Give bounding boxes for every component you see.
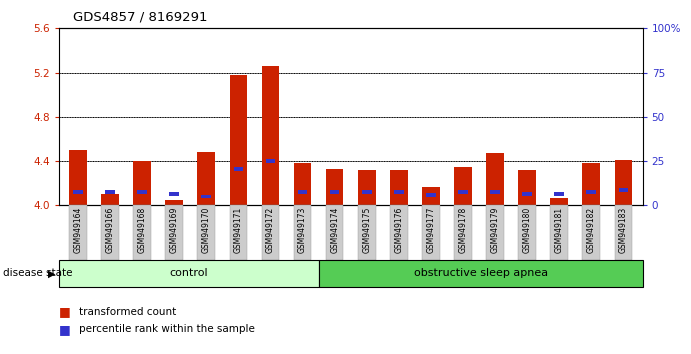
Bar xyxy=(522,192,532,196)
Text: transformed count: transformed count xyxy=(79,307,177,316)
Bar xyxy=(587,190,596,194)
Bar xyxy=(262,205,279,260)
Bar xyxy=(330,190,339,194)
Bar xyxy=(69,150,87,205)
Bar xyxy=(133,205,151,260)
Bar xyxy=(202,195,211,198)
Bar xyxy=(422,205,439,260)
Bar xyxy=(265,159,275,163)
Text: ■: ■ xyxy=(59,323,70,336)
Bar xyxy=(234,167,243,171)
Bar xyxy=(518,170,536,205)
Bar xyxy=(138,190,147,194)
Bar xyxy=(554,192,564,196)
Bar xyxy=(169,192,179,196)
Bar xyxy=(614,205,632,260)
Bar xyxy=(458,190,468,194)
Bar xyxy=(362,190,372,194)
Bar xyxy=(198,152,215,205)
Bar xyxy=(105,190,115,194)
Text: GSM949175: GSM949175 xyxy=(362,207,371,253)
Bar xyxy=(229,205,247,260)
Bar xyxy=(583,205,600,260)
Text: GSM949172: GSM949172 xyxy=(266,207,275,253)
Bar xyxy=(358,205,375,260)
Text: GSM949176: GSM949176 xyxy=(395,207,404,253)
Bar xyxy=(454,205,472,260)
Bar xyxy=(229,75,247,205)
Text: GSM949180: GSM949180 xyxy=(522,207,531,253)
Bar xyxy=(426,193,436,197)
Bar xyxy=(294,205,312,260)
Text: GSM949177: GSM949177 xyxy=(426,207,435,253)
Bar xyxy=(618,188,628,192)
Bar xyxy=(422,187,439,205)
Bar xyxy=(102,205,119,260)
Bar xyxy=(69,205,87,260)
Bar xyxy=(326,205,343,260)
Text: control: control xyxy=(169,268,208,279)
Bar xyxy=(583,163,600,205)
Text: ■: ■ xyxy=(59,305,70,318)
Bar xyxy=(133,161,151,205)
Bar xyxy=(486,153,504,205)
Text: GSM949171: GSM949171 xyxy=(234,207,243,253)
Text: obstructive sleep apnea: obstructive sleep apnea xyxy=(413,268,548,279)
Bar xyxy=(165,200,183,205)
Bar xyxy=(59,260,319,287)
Bar xyxy=(390,205,408,260)
Text: disease state: disease state xyxy=(3,268,73,279)
Text: GSM949183: GSM949183 xyxy=(619,207,628,253)
Text: GSM949178: GSM949178 xyxy=(458,207,468,253)
Bar xyxy=(454,167,472,205)
Text: GSM949169: GSM949169 xyxy=(170,207,179,253)
Bar xyxy=(614,160,632,205)
Bar xyxy=(73,190,83,194)
Bar xyxy=(262,66,279,205)
Text: GSM949166: GSM949166 xyxy=(106,207,115,253)
Text: ▶: ▶ xyxy=(48,268,55,279)
Bar xyxy=(326,169,343,205)
Text: GSM949174: GSM949174 xyxy=(330,207,339,253)
Bar xyxy=(358,170,375,205)
Text: GSM949168: GSM949168 xyxy=(138,207,146,253)
Text: GSM949181: GSM949181 xyxy=(555,207,564,253)
Bar xyxy=(294,163,312,205)
Bar xyxy=(551,205,568,260)
Bar xyxy=(165,205,183,260)
Bar xyxy=(298,190,307,194)
Bar xyxy=(518,205,536,260)
Bar xyxy=(551,198,568,205)
Text: GSM949179: GSM949179 xyxy=(491,207,500,253)
Bar xyxy=(394,190,404,194)
Bar xyxy=(490,190,500,194)
Bar xyxy=(198,205,215,260)
Text: GSM949164: GSM949164 xyxy=(73,207,82,253)
Bar xyxy=(319,260,643,287)
Text: GSM949173: GSM949173 xyxy=(298,207,307,253)
Text: percentile rank within the sample: percentile rank within the sample xyxy=(79,324,256,334)
Text: GDS4857 / 8169291: GDS4857 / 8169291 xyxy=(73,11,207,24)
Bar xyxy=(102,194,119,205)
Bar xyxy=(486,205,504,260)
Text: GSM949182: GSM949182 xyxy=(587,207,596,253)
Bar xyxy=(390,170,408,205)
Text: GSM949170: GSM949170 xyxy=(202,207,211,253)
